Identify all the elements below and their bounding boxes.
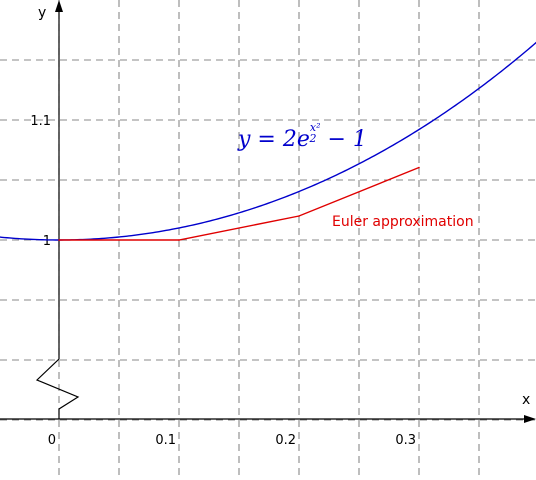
euler-point	[418, 166, 420, 169]
tick-labels: 0 0.1 0.2 0.3 1 1.1	[30, 114, 416, 448]
x-tick-label: 0.1	[155, 433, 176, 448]
y-tick-label: 1	[43, 234, 51, 249]
y-axis	[35, 10, 80, 419]
euler-point	[298, 215, 300, 217]
x-tick-label: 0.3	[395, 433, 416, 448]
axes: x y	[0, 0, 536, 423]
eqn-exp-num: x²	[310, 121, 321, 134]
euler-approximation-line	[59, 166, 420, 241]
eqn-tail: − 1	[321, 127, 367, 152]
y-axis-arrow	[55, 0, 63, 12]
exact-solution-curve	[0, 41, 536, 241]
exact-solution-label: y = 2ex² 2 − 1	[237, 121, 367, 152]
x-axis-label: x	[522, 392, 530, 408]
euler-point	[58, 239, 60, 241]
eqn-exp-den: 2	[309, 132, 317, 145]
series-group	[0, 41, 536, 241]
euler-point	[178, 239, 180, 241]
y-axis-label: y	[38, 5, 46, 21]
euler-approximation-label: Euler approximation	[332, 214, 474, 230]
x-tick-label: 0	[48, 433, 56, 448]
y-tick-label: 1.1	[30, 114, 51, 129]
eqn-lhs: y = 2e	[237, 127, 310, 152]
x-axis-arrow	[524, 415, 536, 423]
x-tick-label: 0.2	[275, 433, 296, 448]
